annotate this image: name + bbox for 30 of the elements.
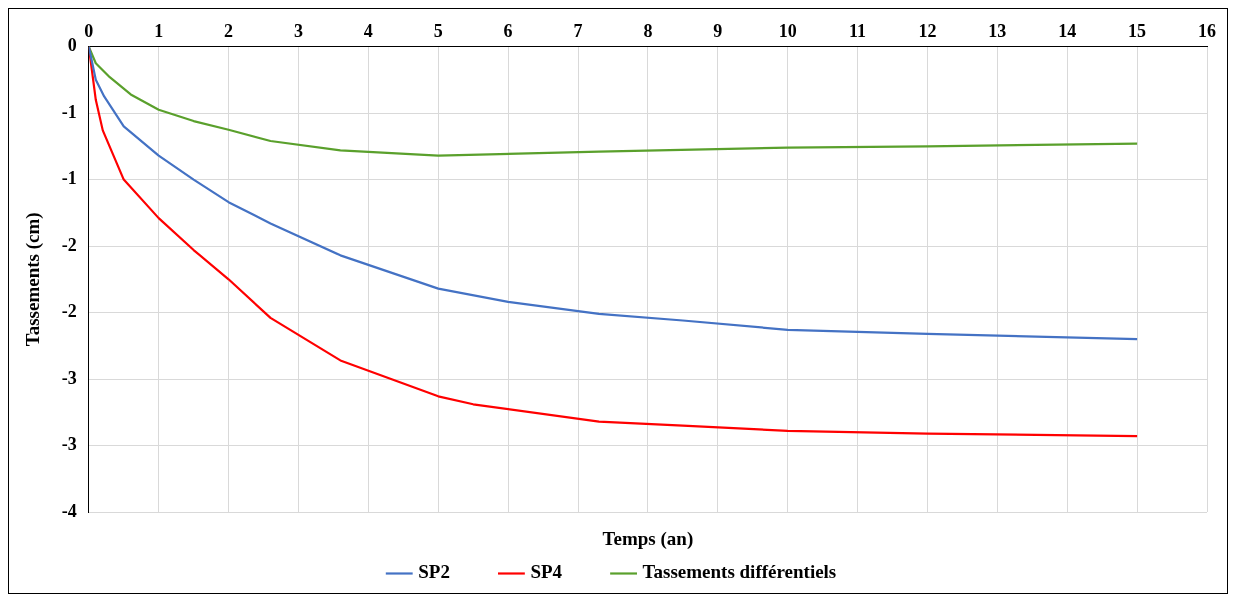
- y-tick-label: -1: [61, 168, 77, 189]
- x-tick-label: 2: [224, 21, 234, 42]
- x-tick-label: 13: [988, 21, 1007, 42]
- x-tick-label: 11: [849, 21, 867, 42]
- x-tick-label: 15: [1128, 21, 1147, 42]
- y-tick-label: -3: [61, 434, 77, 455]
- x-tick-label: 9: [713, 21, 723, 42]
- x-tick-label: 10: [778, 21, 797, 42]
- y-tick-label: -3: [61, 367, 77, 388]
- x-tick-label: 1: [154, 21, 164, 42]
- y-tick-label: -2: [61, 301, 77, 322]
- x-axis-title: Temps (an): [602, 527, 694, 550]
- x-tick-label: 5: [433, 21, 443, 42]
- x-tick-label: 6: [503, 21, 513, 42]
- y-tick-label: -1: [61, 101, 77, 122]
- x-tick-label: 12: [918, 21, 937, 42]
- x-tick-label: 7: [573, 21, 583, 42]
- x-tick-label: 3: [293, 21, 303, 42]
- legend-label: SP4: [530, 561, 563, 583]
- x-tick-label: 16: [1198, 21, 1216, 42]
- x-tick-label: 4: [363, 21, 373, 42]
- y-tick-label: -4: [61, 500, 77, 521]
- x-tick-label: 0: [84, 21, 94, 42]
- y-axis-title: Tassements (cm): [22, 212, 45, 347]
- y-tick-label: -2: [61, 234, 77, 255]
- x-tick-label: 8: [643, 21, 653, 42]
- x-tick-label: 14: [1058, 21, 1077, 42]
- legend-label: SP2: [418, 561, 450, 583]
- y-tick-label: 0: [67, 35, 77, 56]
- legend-label: Tassements différentiels: [642, 561, 837, 583]
